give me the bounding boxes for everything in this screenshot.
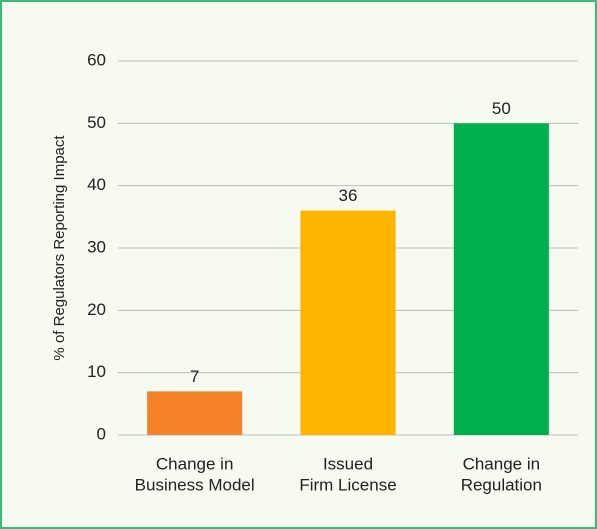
bar — [453, 123, 549, 435]
y-tick-label: 20 — [87, 300, 106, 319]
x-tick-label: Firm License — [299, 475, 396, 494]
y-tick-label: 60 — [87, 50, 106, 69]
x-tick-label: Change in — [156, 454, 234, 473]
x-tick-label: Business Model — [135, 475, 255, 494]
y-tick-label: 40 — [87, 175, 106, 194]
value-label: 50 — [492, 99, 511, 118]
value-label: 7 — [190, 367, 199, 386]
x-tick-label: Issued — [323, 454, 373, 473]
value-label: 36 — [339, 186, 358, 205]
y-tick-label: 30 — [87, 237, 106, 256]
y-tick-label: 0 — [97, 424, 106, 443]
x-tick-label: Regulation — [461, 475, 542, 494]
y-tick-label: 50 — [87, 113, 106, 132]
y-tick-label: 10 — [87, 362, 106, 381]
y-axis-label: % of Regulators Reporting Impact — [51, 135, 68, 361]
x-tick-label: Change in — [463, 454, 541, 473]
bar — [300, 210, 396, 435]
bar — [147, 391, 243, 435]
